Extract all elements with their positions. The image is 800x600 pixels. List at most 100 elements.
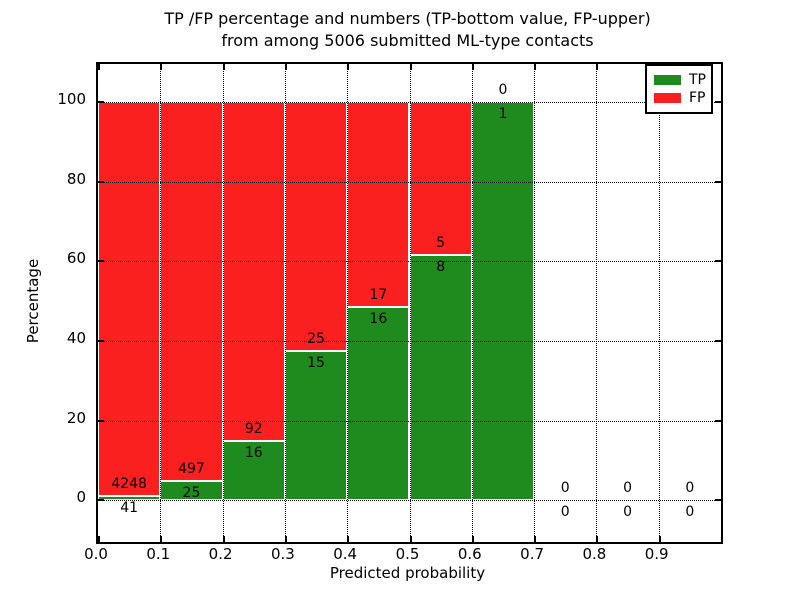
bar-fp-segment bbox=[222, 101, 285, 442]
fp-color-swatch bbox=[654, 93, 681, 103]
bar-tp-segment bbox=[284, 350, 348, 501]
y-tick-mark-right bbox=[715, 499, 721, 502]
bar-tp-segment bbox=[222, 441, 285, 501]
y-tick-label: 80 bbox=[66, 169, 86, 188]
x-tick-label: 0.7 bbox=[520, 545, 545, 563]
y-tick-mark-left bbox=[98, 499, 104, 502]
plot-area: 4248 41 497 25 92 16 25 15 17 16 5 8 0 1 0 0 0 0 0 0 bbox=[96, 62, 723, 544]
tp-count-label: 0 bbox=[623, 504, 632, 521]
chart-title-line2: from among 5006 submitted ML-type contac… bbox=[221, 31, 594, 50]
legend-entry-tp: TP bbox=[654, 71, 706, 89]
fp-count-label: 4248 bbox=[111, 476, 147, 493]
grid-line-vertical bbox=[534, 64, 536, 542]
legend-entry-fp: FP bbox=[654, 89, 706, 107]
grid-line-vertical bbox=[284, 64, 286, 542]
fp-count-label: 0 bbox=[685, 480, 695, 497]
legend-label-fp: FP bbox=[689, 90, 706, 106]
x-tick-label: 0.9 bbox=[644, 545, 669, 563]
x-tick-label: 0.2 bbox=[208, 545, 233, 563]
y-tick-mark-right bbox=[715, 339, 721, 342]
bar-fp-segment bbox=[284, 101, 348, 351]
x-tick-mark-top bbox=[160, 64, 163, 70]
x-tick-label: 0.8 bbox=[582, 545, 607, 563]
x-tick-mark-bottom bbox=[347, 536, 350, 542]
x-tick-mark-bottom bbox=[409, 536, 412, 542]
x-tick-label: 0.0 bbox=[84, 545, 108, 563]
x-tick-mark-bottom bbox=[534, 536, 537, 542]
y-tick-mark-right bbox=[715, 100, 721, 103]
x-tick-label: 0.6 bbox=[457, 545, 482, 563]
bar-fp-segment bbox=[409, 101, 472, 256]
fp-count-label: 0 bbox=[560, 480, 570, 497]
x-tick-mark-top bbox=[409, 64, 412, 70]
x-tick-mark-bottom bbox=[222, 536, 225, 542]
x-axis-label: Predicted probability bbox=[329, 564, 486, 582]
grid-line-vertical bbox=[471, 64, 473, 542]
x-tick-mark-bottom bbox=[160, 536, 163, 542]
fp-count-label: 0 bbox=[498, 81, 508, 98]
grid-line-vertical bbox=[596, 64, 598, 542]
y-tick-mark-right bbox=[715, 260, 721, 263]
fp-count-label: 5 bbox=[436, 235, 446, 252]
x-tick-label: 0.5 bbox=[395, 545, 420, 563]
bar-fp-segment bbox=[347, 101, 410, 308]
y-tick-label: 60 bbox=[66, 249, 86, 268]
y-tick-label: 0 bbox=[76, 488, 86, 507]
x-tick-mark-top bbox=[98, 64, 100, 70]
x-tick-label: 0.1 bbox=[146, 545, 171, 563]
bar-tp-segment bbox=[471, 101, 535, 501]
legend: TP FP bbox=[645, 64, 713, 114]
x-tick-mark-top bbox=[534, 64, 537, 70]
y-tick-mark-left bbox=[98, 419, 104, 422]
legend-label-tp: TP bbox=[689, 72, 706, 88]
tp-count-label: 41 bbox=[120, 500, 139, 517]
x-tick-mark-bottom bbox=[471, 536, 474, 542]
tp-count-label: 0 bbox=[685, 504, 695, 521]
x-tick-mark-top bbox=[596, 64, 599, 70]
y-tick-mark-right bbox=[715, 419, 721, 422]
y-tick-label: 100 bbox=[57, 89, 86, 108]
x-tick-mark-bottom bbox=[658, 536, 661, 542]
tp-count-label: 16 bbox=[369, 311, 388, 328]
x-tick-mark-top bbox=[222, 64, 225, 70]
tp-count-label: 16 bbox=[244, 445, 263, 462]
bar-tp-segment bbox=[347, 307, 410, 501]
tp-count-label: 25 bbox=[182, 485, 201, 502]
bar-tp-segment bbox=[409, 255, 472, 501]
x-tick-mark-bottom bbox=[596, 536, 599, 542]
grid-line-vertical bbox=[658, 64, 660, 542]
x-tick-mark-bottom bbox=[98, 536, 100, 542]
x-tick-mark-top bbox=[471, 64, 474, 70]
y-tick-mark-right bbox=[715, 180, 721, 183]
bar-fp-segment bbox=[160, 101, 223, 482]
y-tick-mark-left bbox=[98, 180, 104, 183]
chart-title-line1: TP /FP percentage and numbers (TP-bottom… bbox=[164, 9, 651, 28]
fp-count-label: 17 bbox=[369, 287, 388, 304]
tp-count-label: 1 bbox=[498, 105, 508, 122]
tp-count-label: 15 bbox=[307, 354, 325, 371]
y-tick-mark-left bbox=[98, 100, 104, 103]
x-tick-label: 0.3 bbox=[270, 545, 295, 563]
y-tick-mark-left bbox=[98, 339, 104, 342]
fp-count-label: 92 bbox=[244, 421, 263, 438]
tp-count-label: 8 bbox=[436, 259, 446, 276]
grid-line-vertical bbox=[409, 64, 411, 542]
grid-line-vertical bbox=[160, 64, 162, 542]
fp-count-label: 25 bbox=[307, 330, 325, 347]
tp-count-label: 0 bbox=[560, 504, 570, 521]
grid-line-vertical bbox=[347, 64, 349, 542]
grid-line-vertical bbox=[222, 64, 224, 542]
bar-tp-segment bbox=[98, 496, 161, 501]
fp-count-label: 0 bbox=[623, 480, 632, 497]
x-tick-label: 0.4 bbox=[333, 545, 358, 563]
y-tick-label: 40 bbox=[66, 328, 86, 347]
y-tick-label: 20 bbox=[66, 408, 86, 427]
y-tick-mark-left bbox=[98, 260, 104, 263]
x-tick-mark-bottom bbox=[284, 536, 287, 542]
x-tick-mark-top bbox=[347, 64, 350, 70]
tp-color-swatch bbox=[654, 75, 681, 85]
fp-count-label: 497 bbox=[178, 461, 205, 478]
x-tick-mark-top bbox=[284, 64, 287, 70]
bar-fp-segment bbox=[98, 101, 161, 497]
